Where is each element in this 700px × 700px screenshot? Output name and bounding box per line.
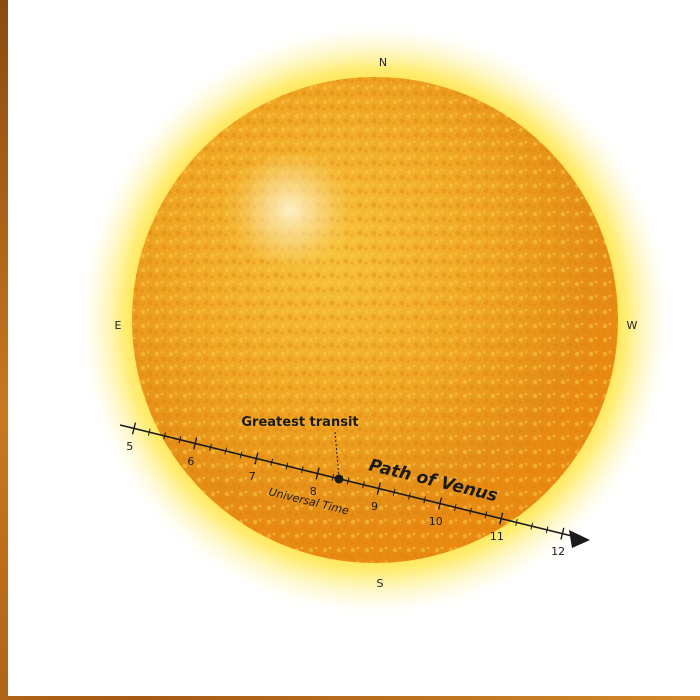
greatest-transit-leader (334, 431, 340, 478)
greatest-transit-dot (334, 474, 344, 484)
quarter-tick (392, 488, 396, 496)
quarter-tick (331, 473, 335, 481)
quarter-tick (285, 462, 289, 470)
quarter-tick (178, 436, 182, 444)
quarter-tick (362, 481, 365, 489)
time-tick-label: 6 (187, 455, 194, 468)
hour-tick (193, 437, 198, 450)
sun-bright-region (220, 155, 370, 265)
sun-granulation (132, 77, 618, 563)
hour-tick (254, 452, 259, 465)
quarter-tick (147, 428, 151, 436)
time-tick-label: 10 (429, 515, 443, 528)
time-tick-label: 9 (371, 500, 378, 513)
quarter-tick (224, 447, 228, 455)
quarter-tick (484, 511, 488, 519)
quarter-tick (515, 518, 518, 526)
time-tick-label: 12 (551, 545, 565, 558)
quarter-tick (545, 526, 549, 534)
hour-tick (437, 497, 443, 510)
time-ticks (131, 422, 565, 540)
hour-tick (376, 482, 381, 495)
greatest-transit-label: Greatest transit (241, 415, 358, 430)
time-tick-label: 11 (490, 530, 504, 543)
hour-tick (131, 422, 137, 435)
time-tick-label: 8 (310, 485, 317, 498)
quarter-tick (469, 507, 472, 515)
quarter-tick (346, 477, 350, 485)
compass-west: W (627, 319, 638, 332)
quarter-tick (300, 466, 304, 474)
hour-tick (499, 512, 504, 525)
quarter-tick (423, 496, 427, 504)
venus-path-arrowhead (569, 530, 590, 548)
quarter-tick (239, 451, 243, 459)
compass-north: N (379, 56, 387, 69)
quarter-tick (270, 458, 274, 466)
quarter-tick (163, 432, 166, 440)
quarter-tick (209, 443, 212, 451)
quarter-tick (408, 492, 411, 500)
quarter-tick (453, 503, 457, 511)
compass-east: E (115, 319, 122, 332)
quarter-tick (530, 522, 534, 530)
compass-south: S (377, 577, 384, 590)
hour-tick (315, 467, 320, 480)
time-tick-label: 7 (249, 470, 256, 483)
hour-tick (560, 527, 565, 540)
time-tick-labels: 5 6 7 8 9 10 11 12 (126, 440, 565, 558)
time-tick-label: 5 (126, 440, 133, 453)
